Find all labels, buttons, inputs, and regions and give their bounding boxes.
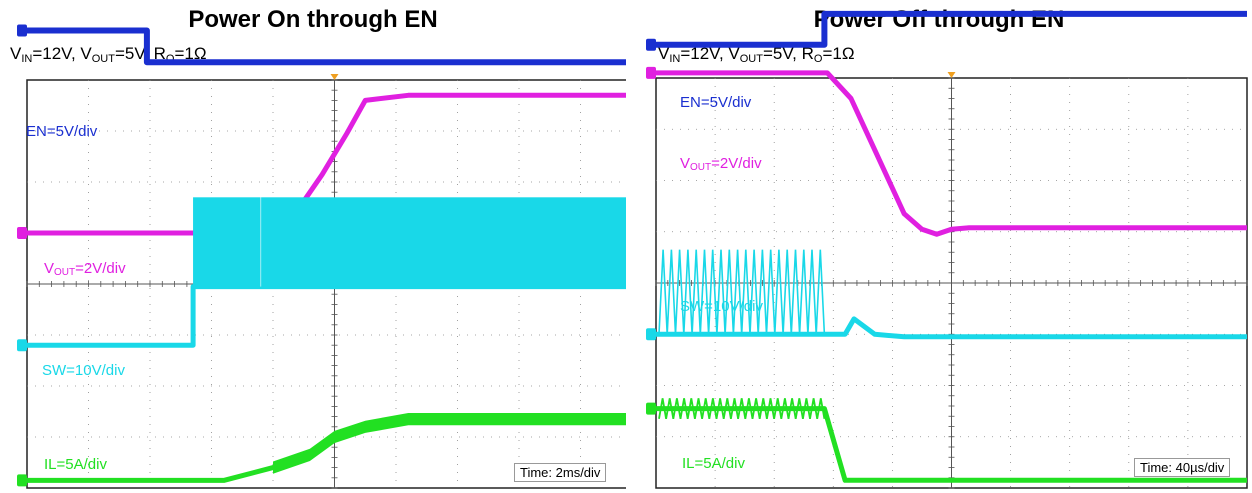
trace-sw xyxy=(656,316,1247,340)
vout-value: =5V, xyxy=(762,44,802,63)
chart-title: Power On through EN xyxy=(188,6,438,33)
vout-label-scale: =2V/div xyxy=(711,155,762,172)
channel-marker-vout xyxy=(17,227,27,239)
sw-switching-spikes xyxy=(658,249,826,335)
vout-label-scale: =2V/div xyxy=(75,260,126,277)
il-label: IL=5A/div xyxy=(682,455,745,472)
en-label: EN=5V/div xyxy=(26,123,98,140)
vout-label-v: V xyxy=(680,155,691,172)
sw-label: SW=10V/div xyxy=(42,362,125,379)
test-conditions: VIN=12V, VOUT=5V, RO=1Ω xyxy=(10,44,207,65)
vout-label-sub: OUT xyxy=(54,267,76,278)
time-scale-label: Time: 2ms/div xyxy=(514,463,607,482)
vin-value: =12V, xyxy=(680,44,729,63)
vout-label-v: V xyxy=(44,260,55,277)
chart-title: Power Off through EN xyxy=(813,6,1065,33)
trace-vout xyxy=(656,70,1247,237)
channel-marker-en xyxy=(646,38,656,51)
channel-marker-sw xyxy=(646,328,656,341)
scope-plot xyxy=(646,10,1248,489)
sw-label: SW=10V/div xyxy=(680,298,763,315)
il-ripple-band xyxy=(273,413,626,474)
sw-switching-band xyxy=(193,197,626,287)
channel-marker-vout xyxy=(646,66,656,79)
vout-label-sub: OUT xyxy=(690,162,712,173)
scope-plot xyxy=(17,24,626,489)
trace-sw xyxy=(27,284,626,348)
ro-value: =1Ω xyxy=(822,44,855,63)
trace-en xyxy=(656,10,1247,48)
en-label: EN=5V/div xyxy=(680,94,752,111)
time-scale-label: Time: 40µs/div xyxy=(1134,458,1231,477)
vout-value: =5V, xyxy=(114,44,154,63)
trigger-marker xyxy=(330,74,339,80)
trace-en xyxy=(27,27,626,66)
ro-value: =1Ω xyxy=(174,44,207,63)
trigger-marker xyxy=(947,72,956,78)
vin-value: =12V, xyxy=(32,44,81,63)
vout-label: VOUT=2V/div xyxy=(680,155,762,173)
channel-marker-il xyxy=(646,402,656,415)
vout-label: VOUT=2V/div xyxy=(44,260,126,278)
il-label: IL=5A/div xyxy=(44,456,107,473)
channel-marker-sw xyxy=(17,339,27,352)
channel-marker-en xyxy=(17,24,27,37)
panel-power-off: Power Off through EN VIN=12V, VOUT=5V, R… xyxy=(626,0,1252,493)
panel-power-on: Power On through EN VIN=12V, VOUT=5V, RO… xyxy=(10,6,626,489)
il-ripple xyxy=(658,398,826,419)
channel-marker-il xyxy=(17,474,27,487)
test-conditions: VIN=12V, VOUT=5V, RO=1Ω xyxy=(658,44,855,65)
